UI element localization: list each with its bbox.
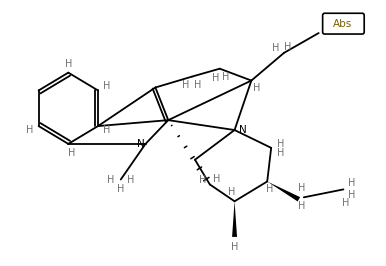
Text: H: H [213,173,220,184]
Text: H: H [64,59,72,69]
Text: H: H [103,81,111,92]
Text: H: H [26,125,34,135]
Text: H: H [231,242,238,252]
Text: H: H [342,198,349,208]
Text: H: H [127,174,134,185]
Text: H: H [284,42,292,52]
Text: H: H [298,184,306,193]
Polygon shape [232,201,237,237]
Text: H: H [278,148,285,158]
Text: H: H [199,174,207,185]
Polygon shape [267,181,300,201]
Text: H: H [212,73,220,82]
Text: H: H [298,201,306,211]
Text: H: H [348,190,355,200]
Text: H: H [183,80,190,90]
Text: N: N [239,125,246,135]
Text: H: H [253,84,260,93]
Text: H: H [103,125,111,135]
Text: H: H [194,80,201,90]
Text: H: H [228,187,235,197]
Text: H: H [278,139,285,149]
Text: H: H [68,148,75,158]
Text: H: H [348,178,355,189]
Text: H: H [266,184,274,194]
Text: H: H [222,72,229,82]
Text: H: H [107,174,115,185]
FancyBboxPatch shape [323,13,364,34]
Text: Abs: Abs [333,19,352,29]
Text: H: H [325,26,332,36]
Text: H: H [273,43,280,53]
Text: N: N [137,139,144,149]
Text: H: H [117,184,124,194]
